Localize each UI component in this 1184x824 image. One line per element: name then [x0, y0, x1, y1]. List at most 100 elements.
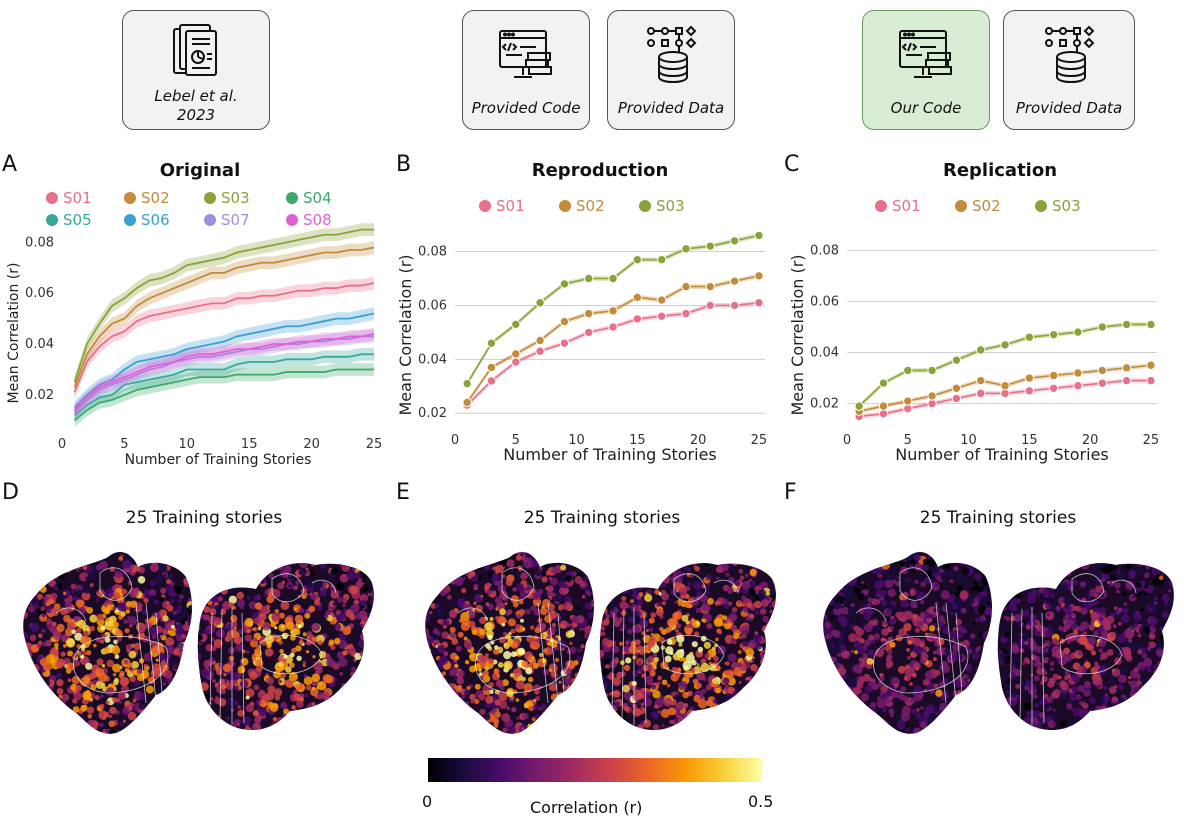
activation-spot	[611, 645, 620, 654]
activation-spot	[933, 650, 937, 654]
activation-spot	[127, 662, 133, 668]
activation-spot	[470, 553, 475, 558]
activation-spot	[216, 551, 220, 555]
activation-spot	[886, 665, 890, 669]
activation-spot	[576, 655, 582, 661]
activation-spot	[838, 555, 844, 562]
activation-spot	[260, 563, 268, 567]
activation-spot	[816, 693, 820, 697]
activation-spot	[823, 695, 828, 700]
data-point-s03	[1121, 319, 1132, 330]
activation-spot	[997, 594, 1002, 603]
activation-spot	[52, 569, 56, 574]
activation-spot	[23, 731, 26, 734]
activation-spot	[764, 656, 768, 660]
activation-spot	[1043, 640, 1051, 648]
activation-spot	[991, 701, 992, 707]
activation-spot	[637, 572, 645, 580]
activation-spot	[674, 672, 681, 678]
activation-spot	[103, 711, 110, 718]
legend-marker-s08	[286, 214, 298, 226]
activation-spot	[171, 708, 180, 717]
activation-spot	[932, 657, 937, 662]
activation-spot	[835, 682, 845, 692]
activation-spot	[542, 717, 550, 724]
activation-spot	[474, 595, 481, 602]
activation-spot	[484, 653, 489, 658]
activation-spot	[45, 601, 51, 607]
activation-spot	[599, 724, 601, 731]
activation-spot	[23, 659, 25, 668]
activation-spot	[531, 656, 535, 660]
activation-spot	[595, 589, 600, 594]
activation-spot	[676, 623, 682, 629]
activation-spot	[984, 674, 992, 681]
activation-spot	[451, 714, 456, 719]
data-point-s01	[976, 388, 986, 399]
activation-spot	[816, 639, 819, 642]
activation-spot	[627, 729, 637, 731]
activation-spot	[351, 687, 357, 693]
activation-spot	[228, 655, 235, 662]
activation-spot	[478, 720, 486, 729]
activation-spot	[639, 574, 648, 583]
activation-spot	[27, 552, 36, 559]
activation-spot	[353, 658, 357, 662]
activation-spot	[949, 556, 956, 563]
activation-spot	[1058, 563, 1068, 569]
activation-spot	[932, 732, 940, 734]
activation-spot	[252, 637, 258, 642]
activation-spot	[823, 685, 829, 693]
activation-spot	[1155, 700, 1159, 704]
activation-spot	[610, 722, 615, 727]
activation-spot	[949, 630, 958, 639]
activation-spot	[621, 671, 626, 677]
activation-spot	[215, 629, 225, 638]
activation-spot	[342, 549, 351, 558]
activation-spot	[338, 639, 348, 649]
y-axis-label: Mean Correlation (r)	[788, 254, 807, 415]
activation-spot	[45, 654, 56, 664]
activation-spot	[460, 724, 465, 729]
activation-spot	[159, 697, 169, 706]
activation-spot	[700, 662, 710, 672]
activation-spot	[57, 709, 67, 719]
activation-spot	[375, 737, 379, 738]
activation-spot	[816, 614, 818, 618]
activation-spot	[816, 651, 820, 655]
activation-spot	[68, 737, 76, 738]
activation-spot	[829, 677, 834, 682]
activation-spot	[41, 628, 46, 633]
activation-spot	[450, 552, 454, 556]
activation-spot	[551, 567, 559, 575]
activation-spot	[223, 557, 227, 561]
activation-spot	[229, 671, 239, 681]
activation-spot	[753, 703, 758, 709]
activation-spot	[763, 697, 768, 702]
activation-spot	[558, 680, 562, 684]
activation-spot	[766, 701, 775, 709]
activation-spot	[614, 582, 622, 590]
data-point-s02	[951, 383, 962, 393]
activation-spot	[418, 558, 425, 567]
activation-spot	[216, 579, 221, 584]
roi-outline	[537, 602, 565, 704]
activation-spot	[673, 736, 679, 738]
activation-spot	[816, 583, 819, 587]
roi-outline	[99, 567, 133, 601]
activation-spot	[966, 645, 972, 651]
activation-spot	[37, 688, 42, 694]
activation-spot	[54, 586, 59, 591]
activation-spot	[624, 576, 629, 582]
activation-spot	[51, 554, 60, 562]
activation-spot	[336, 705, 343, 712]
activation-spot	[418, 590, 421, 597]
activation-spot	[584, 699, 592, 708]
activation-spot	[344, 722, 350, 727]
activation-spot	[98, 554, 103, 560]
activation-spot	[733, 667, 743, 676]
y-tick-label: 0.08	[418, 245, 447, 260]
activation-spot	[40, 567, 47, 574]
activation-spot	[29, 737, 35, 738]
activation-spot	[16, 680, 22, 688]
